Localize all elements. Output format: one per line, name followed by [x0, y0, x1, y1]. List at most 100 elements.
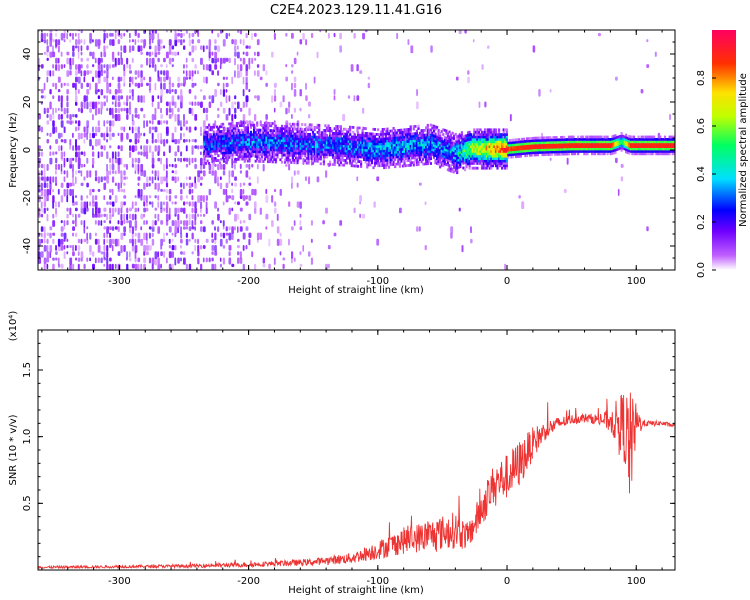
- heatmap-cell: [341, 146, 344, 150]
- heatmap-cell: [103, 95, 106, 99]
- heatmap-cell: [248, 89, 251, 93]
- heatmap-cell: [316, 157, 319, 161]
- heatmap-cell: [567, 138, 570, 141]
- heatmap-cell: [416, 226, 419, 232]
- heatmap-cell: [203, 130, 206, 134]
- heatmap-cell: [488, 166, 491, 170]
- heatmap-cell: [408, 130, 411, 134]
- heatmap-cell: [246, 123, 249, 127]
- heatmap-cell: [567, 152, 570, 156]
- heatmap-cell: [443, 148, 446, 151]
- heatmap-cell: [222, 144, 225, 148]
- heatmap-cell: [248, 232, 252, 238]
- heatmap-cell: [231, 232, 234, 240]
- heatmap-cell: [560, 138, 563, 142]
- heatmap-cell: [422, 136, 425, 140]
- heatmap-cell: [262, 133, 265, 137]
- heatmap-cell: [83, 238, 87, 243]
- heatmap-cell: [609, 145, 612, 148]
- heatmap-cell: [533, 148, 536, 152]
- heatmap-cell: [465, 153, 468, 157]
- heatmap-cell: [205, 195, 208, 201]
- heatmap-cell: [338, 134, 341, 138]
- heatmap-cell: [356, 155, 360, 159]
- heatmap-cell: [103, 70, 106, 74]
- heatmap-cell: [605, 138, 608, 141]
- heatmap-cell: [123, 195, 127, 199]
- heatmap-cell: [380, 152, 383, 155]
- heatmap-cell: [168, 195, 172, 202]
- heatmap-cell: [72, 176, 74, 184]
- heatmap-cell: [315, 135, 318, 139]
- heatmap-cell: [505, 159, 508, 163]
- heatmap-cell: [231, 155, 234, 159]
- heatmap-cell: [405, 152, 408, 156]
- heatmap-cell: [231, 141, 234, 145]
- heatmap-cell: [423, 148, 426, 151]
- heatmap-cell: [606, 140, 609, 144]
- heatmap-cell: [468, 147, 471, 151]
- heatmap-cell: [463, 149, 467, 152]
- heatmap-cell: [75, 126, 78, 132]
- heatmap-cell: [546, 148, 549, 152]
- heatmap-cell: [516, 140, 519, 144]
- heatmap-cell: [436, 152, 439, 156]
- heatmap-cell: [229, 148, 232, 152]
- heatmap-cell: [134, 207, 137, 213]
- heatmap-cell: [274, 160, 277, 164]
- heatmap-cell: [111, 170, 115, 174]
- heatmap-cell: [366, 134, 369, 138]
- heatmap-cell: [329, 131, 332, 135]
- heatmap-cell: [361, 146, 364, 149]
- heatmap-cell: [484, 145, 487, 148]
- heatmap-cell: [501, 142, 504, 146]
- heatmap-cell: [290, 149, 293, 152]
- heatmap-cell: [617, 135, 620, 139]
- heatmap-cell: [592, 142, 595, 146]
- heatmap-cell: [86, 257, 89, 262]
- heatmap-cell: [436, 159, 439, 163]
- heatmap-cell: [496, 138, 499, 141]
- heatmap-cell: [80, 195, 83, 201]
- heatmap-cell: [336, 144, 339, 148]
- heatmap-cell: [482, 140, 485, 144]
- heatmap-cell: [43, 245, 47, 252]
- heatmap-cell: [240, 121, 243, 125]
- heatmap-cell: [535, 151, 538, 154]
- heatmap-cell: [401, 155, 405, 158]
- heatmap-cell: [465, 139, 468, 142]
- heatmap-cell: [237, 101, 240, 110]
- heatmap-cell: [202, 257, 205, 263]
- heatmap-cell: [316, 140, 319, 144]
- heatmap-cell: [203, 162, 206, 165]
- heatmap-cell: [215, 142, 218, 146]
- heatmap-cell: [240, 157, 243, 161]
- heatmap-cell: [168, 188, 172, 195]
- heatmap-cell: [60, 195, 64, 203]
- heatmap-cell: [448, 159, 451, 163]
- heatmap-cell: [311, 135, 315, 139]
- heatmap-cell: [538, 89, 541, 97]
- heatmap-cell: [248, 64, 251, 70]
- heatmap-cell: [143, 195, 146, 202]
- heatmap-cell: [581, 140, 584, 144]
- heatmap-cell: [290, 153, 293, 157]
- heatmap-cell: [380, 130, 383, 134]
- heatmap-cell: [183, 257, 186, 265]
- heatmap-cell: [245, 45, 249, 49]
- heatmap-cell: [245, 201, 249, 206]
- heatmap-cell: [491, 135, 494, 139]
- heatmap-cell: [396, 32, 399, 40]
- heatmap-cell: [502, 159, 505, 163]
- heatmap-cell: [225, 232, 229, 236]
- heatmap-cell: [426, 145, 429, 149]
- heatmap-cell: [49, 151, 52, 157]
- heatmap-cell: [397, 138, 400, 142]
- heatmap-cell: [319, 152, 322, 156]
- heatmap-cell: [211, 51, 214, 56]
- heatmap-cell: [180, 182, 183, 188]
- heatmap-cell: [117, 114, 121, 122]
- heatmap-cell: [414, 132, 417, 135]
- heatmap-cell: [324, 141, 327, 144]
- heatmap-cell: [384, 144, 387, 148]
